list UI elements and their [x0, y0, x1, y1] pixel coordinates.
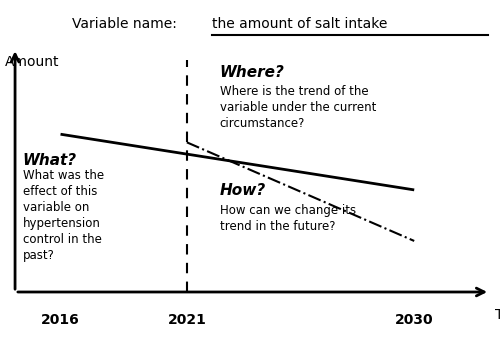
Text: 2030: 2030 — [395, 313, 434, 327]
Text: 2016: 2016 — [41, 313, 80, 327]
Text: Amount: Amount — [5, 55, 60, 69]
Text: How can we change its
trend in the future?: How can we change its trend in the futur… — [220, 204, 356, 233]
Text: Where?: Where? — [220, 65, 284, 80]
Text: What?: What? — [22, 153, 77, 168]
Text: Time: Time — [495, 308, 500, 322]
Text: Where is the trend of the
variable under the current
circumstance?: Where is the trend of the variable under… — [220, 86, 376, 130]
Text: Variable name:: Variable name: — [72, 17, 182, 31]
Text: 2021: 2021 — [168, 313, 206, 327]
Text: How?: How? — [220, 183, 266, 198]
Text: What was the
effect of this
variable on
hypertension
control in the
past?: What was the effect of this variable on … — [22, 169, 104, 262]
Text: the amount of salt intake: the amount of salt intake — [212, 17, 387, 31]
